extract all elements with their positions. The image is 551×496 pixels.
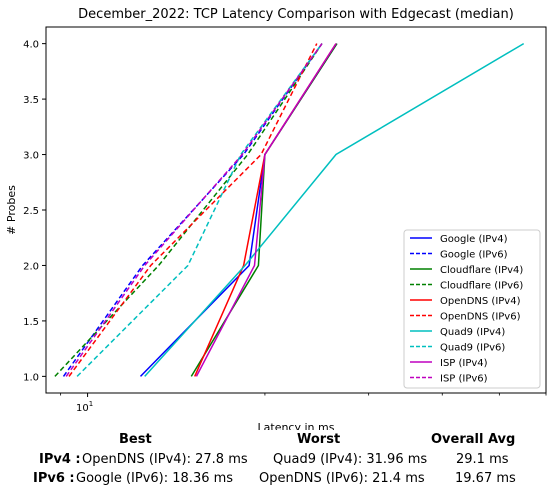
summary-row-ipv4-worst: Quad9 (IPv4): 31.96 ms: [273, 452, 428, 467]
summary-row-ipv6-label: IPv6 :: [33, 471, 75, 486]
axis-layer: 1.0 1.5 2.0 2.5 3.0 3.5 4.0 101: [23, 40, 547, 414]
summary-header-best: Best: [119, 432, 152, 447]
legend-label-isp-ipv4: ISP (IPv4): [440, 358, 488, 369]
legend-label-google-ipv4: Google (IPv4): [440, 234, 508, 245]
series-line-cloudflare-ipv4: [190, 43, 338, 377]
legend: Google (IPv4) Google (IPv6) Cloudflare (IP…: [403, 229, 541, 389]
y-tick-label: 1.0: [23, 372, 39, 383]
y-tick-label: 2.0: [23, 261, 39, 272]
y-tick-label: 1.5: [23, 317, 39, 328]
series-line-cloudflare-ipv6: [54, 43, 323, 377]
series-line-isp-ipv6: [65, 43, 323, 377]
legend-label-quad9-ipv6: Quad9 (IPv6): [440, 343, 505, 354]
y-tick-label: 3.0: [23, 151, 39, 162]
latency-chart: December_2022: TCP Latency Comparison wi…: [5, 7, 547, 430]
legend-box: [403, 229, 541, 389]
x-axis-label: Latency in ms: [258, 421, 335, 430]
series-line-opendns-ipv4: [194, 43, 337, 377]
summary-row-ipv6-worst: OpenDNS (IPv6): 21.4 ms: [259, 471, 425, 486]
legend-label-cloudflare-ipv6: Cloudflare (IPv6): [440, 281, 523, 292]
summary-header-worst: Worst: [297, 432, 341, 447]
legend-label-google-ipv6: Google (IPv6): [440, 250, 508, 261]
summary-row-ipv4-avg: 29.1 ms: [456, 452, 509, 467]
series-line-quad9-ipv4: [144, 42, 525, 377]
summary-row-ipv4-best: OpenDNS (IPv4): 27.8 ms: [82, 452, 248, 467]
series-line-opendns-ipv6: [68, 43, 318, 377]
series-layer: [54, 42, 525, 377]
summary-row-ipv6-avg: 19.67 ms: [455, 471, 516, 486]
summary-row-ipv6-best: Google (IPv6): 18.36 ms: [76, 471, 234, 486]
chart-title: December_2022: TCP Latency Comparison wi…: [78, 7, 514, 22]
legend-label-quad9-ipv4: Quad9 (IPv4): [440, 327, 505, 338]
summary-row-ipv4-label: IPv4 :: [39, 452, 81, 467]
legend-label-opendns-ipv6: OpenDNS (IPv6): [440, 312, 521, 323]
series-line-google-ipv4: [139, 43, 338, 377]
series-line-isp-ipv4: [195, 43, 337, 377]
series-line-quad9-ipv6: [76, 43, 323, 377]
y-axis-label: # Probes: [5, 185, 18, 235]
summary-header-avg: Overall Avg: [431, 432, 516, 447]
y-tick-label: 3.5: [23, 95, 39, 106]
y-tick-label: 2.5: [23, 206, 39, 217]
x-tick-label: 101: [76, 400, 93, 414]
y-tick-label: 4.0: [23, 40, 39, 51]
legend-label-isp-ipv6: ISP (IPv6): [440, 374, 488, 385]
legend-label-opendns-ipv4: OpenDNS (IPv4): [440, 296, 521, 307]
legend-label-cloudflare-ipv4: Cloudflare (IPv4): [440, 265, 523, 276]
